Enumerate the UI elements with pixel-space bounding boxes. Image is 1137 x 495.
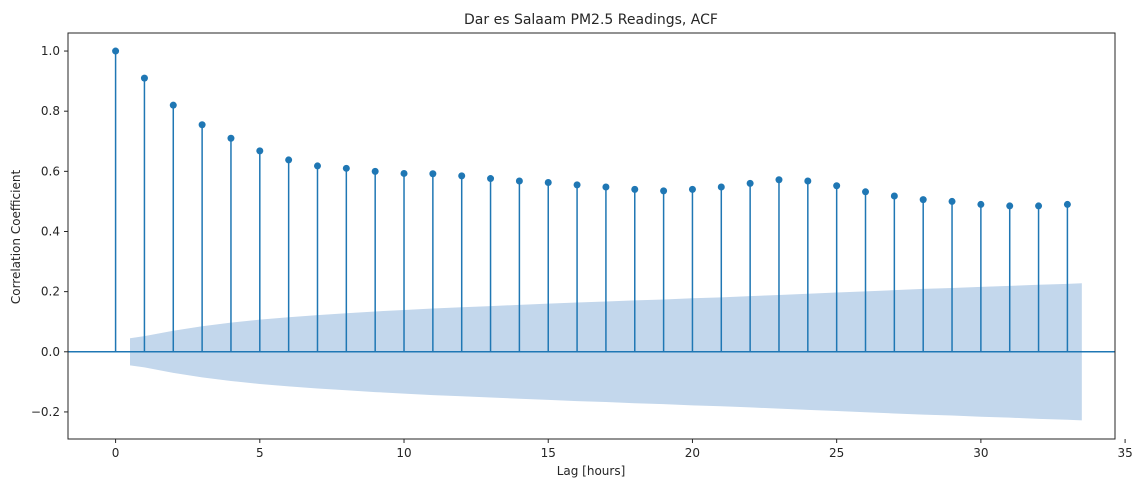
acf-point [1063, 200, 1071, 208]
acf-point [342, 164, 350, 172]
acf-point [487, 175, 495, 183]
acf-point [948, 197, 956, 205]
x-tick-label: 5 [256, 446, 264, 460]
y-axis-label: Correlation Coefficient [9, 170, 23, 305]
x-axis-label: Lag [hours] [557, 464, 626, 478]
acf-point [919, 196, 927, 204]
acf-point [602, 183, 610, 191]
acf-point [515, 177, 523, 185]
acf-point [313, 162, 321, 170]
x-tick-label: 20 [685, 446, 700, 460]
acf-point [862, 188, 870, 196]
acf-point [804, 177, 812, 185]
acf-point [198, 121, 206, 129]
acf-point [660, 187, 668, 195]
x-tick-label: 35 [1117, 446, 1132, 460]
acf-point [573, 181, 581, 189]
x-tick-label: 25 [829, 446, 844, 460]
acf-point [688, 185, 696, 193]
acf-point [429, 170, 437, 178]
y-tick-label: 0.4 [41, 224, 60, 238]
acf-point [227, 134, 235, 142]
x-tick-label: 30 [973, 446, 988, 460]
acf-point [833, 182, 841, 190]
y-tick-label: 0.2 [41, 285, 60, 299]
acf-point [890, 192, 898, 200]
y-tick-label: 0.8 [41, 104, 60, 118]
y-axis-ticks: −0.2 0.0 0.2 0.4 0.6 0.8 1.0 [31, 44, 68, 419]
acf-point [717, 183, 725, 191]
acf-point [112, 47, 120, 55]
y-tick-label: 0.6 [41, 164, 60, 178]
acf-point [371, 167, 379, 175]
acf-point [285, 156, 293, 164]
acf-point [631, 185, 639, 193]
acf-point [169, 101, 177, 109]
acf-point [775, 176, 783, 184]
acf-point [458, 172, 466, 180]
acf-point [544, 178, 552, 186]
acf-point [746, 179, 754, 187]
x-tick-label: 15 [541, 446, 556, 460]
plot-area [68, 47, 1115, 421]
acf-point [1006, 202, 1014, 210]
chart-title: Dar es Salaam PM2.5 Readings, ACF [464, 12, 718, 28]
y-tick-label: 0.0 [41, 345, 60, 359]
y-tick-label: −0.2 [31, 405, 60, 419]
acf-point [1035, 202, 1043, 210]
acf-point [977, 200, 985, 208]
acf-point [400, 169, 408, 177]
plot-frame [67, 32, 1116, 440]
x-tick-label: 10 [396, 446, 411, 460]
acf-point [256, 147, 264, 155]
x-axis-ticks: 0 5 10 15 20 25 30 35 [112, 439, 1133, 460]
acf-point [140, 74, 148, 82]
x-tick-label: 0 [112, 446, 120, 460]
y-tick-label: 1.0 [41, 44, 60, 58]
